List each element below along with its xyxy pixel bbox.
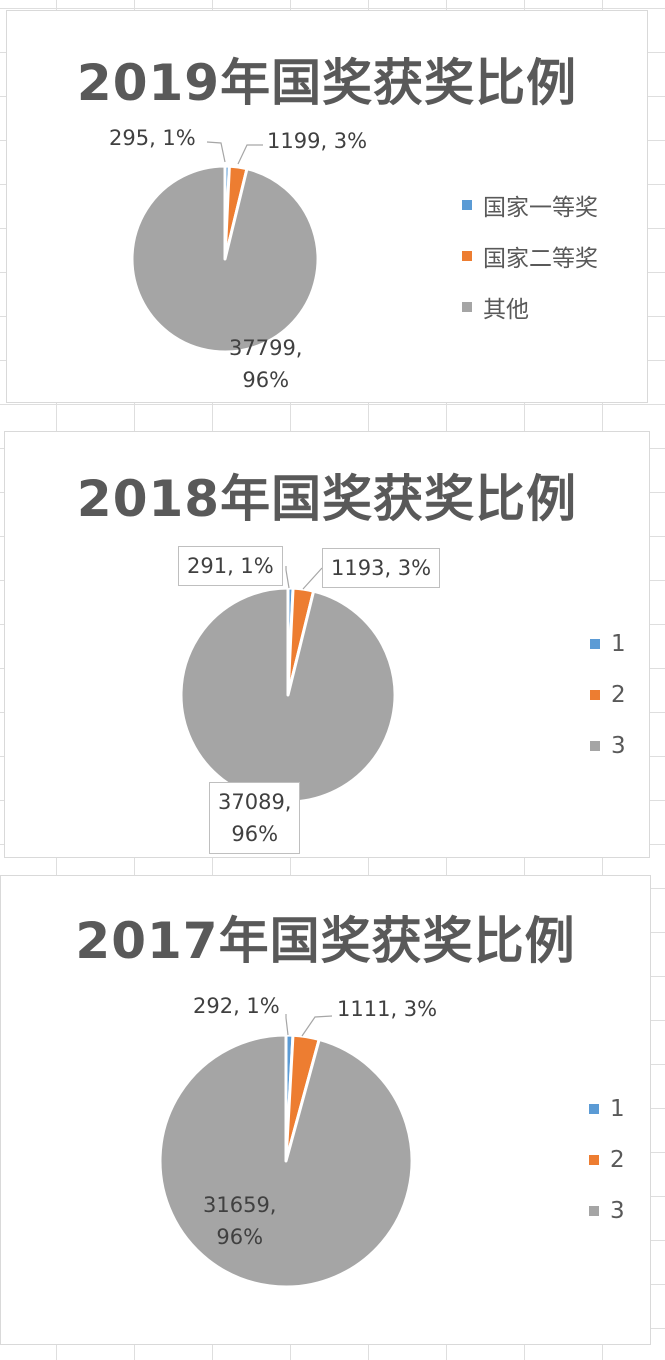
legend-swatch-icon: [590, 689, 600, 700]
legend-swatch-icon: [589, 1103, 599, 1114]
chart-title: 2019年国奖获奖比例: [76, 54, 578, 112]
legend: 1 2 3: [590, 618, 626, 771]
chart-title: 2018年国奖获奖比例: [76, 470, 578, 528]
label-leader-line: [301, 1015, 333, 1037]
label-leader-line: [302, 567, 323, 590]
legend-swatch-icon: [462, 250, 472, 261]
pie-chart-2019[interactable]: 2019年国奖获奖比例 295, 1% 1199, 3% 37799, 96% 国…: [6, 10, 648, 403]
legend-item: 2: [589, 1134, 625, 1185]
legend-label: 2: [611, 681, 626, 708]
data-label-other: 37799, 96%: [229, 336, 303, 392]
pie-plot-area: [130, 141, 320, 354]
label-leader-line: [285, 566, 290, 589]
pie-slice-other[interactable]: [158, 1033, 414, 1289]
pie-plot-area: [158, 1014, 414, 1289]
data-label-other: 31659, 96%: [203, 1193, 277, 1249]
legend-label: 3: [611, 732, 626, 759]
legend-item: 2: [590, 669, 626, 720]
data-label-first-prize: 291, 1%: [178, 546, 283, 586]
legend-swatch-icon: [589, 1205, 599, 1216]
legend-item: 3: [590, 720, 626, 771]
chart-title: 2017年国奖获奖比例: [75, 912, 576, 970]
legend-item: 其他: [462, 281, 598, 332]
legend-label: 其他: [483, 296, 529, 323]
label-leader-line: [285, 1014, 289, 1036]
legend-item: 国家一等奖: [462, 179, 598, 230]
data-label-other: 37089, 96%: [209, 782, 301, 854]
legend-swatch-icon: [590, 638, 600, 649]
legend-label: 2: [610, 1146, 625, 1173]
data-label-first-prize: 292, 1%: [193, 994, 280, 1018]
data-label-second-prize: 1199, 3%: [267, 129, 368, 153]
pie-plot-area: [179, 566, 397, 804]
legend-item: 3: [589, 1185, 625, 1236]
legend-swatch-icon: [590, 740, 600, 751]
pie-slice-other[interactable]: [130, 164, 320, 354]
pie-slice-other[interactable]: [179, 586, 397, 804]
legend-item: 1: [589, 1083, 625, 1134]
data-label-first-prize: 295, 1%: [109, 126, 196, 150]
legend-item: 1: [590, 618, 626, 669]
data-label-second-prize: 1111, 3%: [337, 997, 438, 1021]
label-leader-line: [206, 141, 226, 163]
legend-swatch-icon: [462, 199, 472, 210]
legend-label: 国家二等奖: [483, 245, 598, 272]
legend-label: 3: [610, 1197, 625, 1224]
label-leader-line: [237, 144, 263, 165]
legend-item: 国家二等奖: [462, 230, 598, 281]
pie-chart-2018[interactable]: 2018年国奖获奖比例 291, 1% 1193, 3% 37089, 96% 1…: [4, 431, 650, 858]
data-label-second-prize: 1193, 3%: [322, 548, 441, 588]
legend: 国家一等奖 国家二等奖 其他: [462, 179, 598, 332]
legend-label: 1: [610, 1095, 625, 1122]
legend: 1 2 3: [589, 1083, 625, 1236]
pie-chart-2017[interactable]: 2017年国奖获奖比例 292, 1% 1111, 3% 31659, 96% 1…: [0, 875, 651, 1345]
legend-swatch-icon: [462, 301, 472, 312]
legend-swatch-icon: [589, 1154, 599, 1165]
legend-label: 1: [611, 630, 626, 657]
legend-label: 国家一等奖: [483, 194, 598, 221]
